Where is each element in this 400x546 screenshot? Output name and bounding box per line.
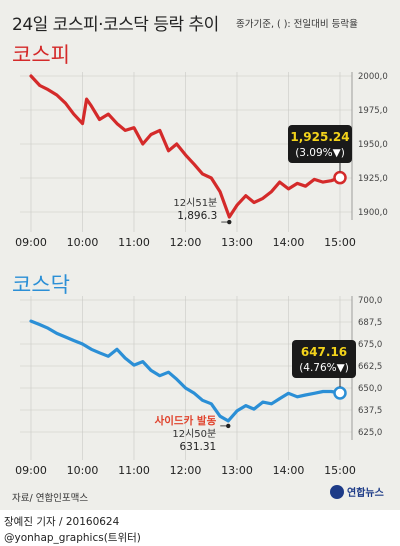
y-tick-label: 1925,0: [358, 174, 388, 184]
last-change-label: (3.09%▼): [295, 147, 345, 159]
last-change-label: (4.76%▼): [299, 362, 349, 374]
low-value-label: 631.31: [179, 441, 216, 453]
low-time-label: 12시50분: [172, 428, 216, 440]
x-tick-label: 12:00: [170, 464, 202, 477]
last-value-label: 647.16: [301, 345, 347, 359]
x-tick-label: 11:00: [118, 464, 150, 477]
low-time-label: 12시51분: [173, 197, 217, 209]
y-tick-label: 662,5: [358, 362, 382, 372]
y-tick-label: 625,0: [358, 428, 382, 438]
chart-title-kosdaq: 코스닥: [12, 273, 70, 297]
y-tick-label: 2000,0: [358, 72, 388, 82]
end-point-marker-kosdaq: [333, 386, 347, 400]
chart-kospi: 코스피 2000,0 1975,0 1950,0 1925,0 1900,0 09:00 10…: [12, 43, 388, 249]
basis-note: 종가기준, ( ): 전일대비 등락율: [236, 19, 358, 30]
y-tick-label: 1950,0: [358, 140, 388, 150]
chart-title-kospi: 코스피: [12, 43, 70, 67]
source-note: 자료/ 연합인포맥스: [12, 493, 89, 504]
x-tick-label: 13:00: [221, 464, 253, 477]
last-value-box-kosdaq: [292, 340, 356, 378]
x-tick-label: 09:00: [15, 236, 47, 249]
series-line-kosdaq: [29, 319, 342, 423]
credit-line: 장예진 기자 / 20160624: [4, 516, 120, 528]
last-value-label: 1,925.24: [290, 130, 349, 144]
x-tick-label: 10:00: [67, 236, 99, 249]
x-tick-label: 12:00: [170, 236, 202, 249]
x-tick-label: 14:00: [273, 464, 305, 477]
yonhap-logo: 연합뉴스: [330, 484, 384, 499]
handle-line: @yonhap_graphics(트위터): [4, 532, 141, 544]
end-point-marker-kospi: [333, 170, 347, 185]
series-line-kospi: [29, 74, 342, 219]
low-value-label: 1,896.3: [177, 210, 217, 222]
sidecar-label: 사이드카 발동: [155, 414, 217, 427]
yonhap-logo-icon: [330, 484, 344, 499]
y-tick-label: 675,0: [358, 340, 382, 350]
x-tick-label: 13:00: [221, 236, 253, 249]
x-tick-label: 15:00: [324, 464, 356, 477]
chart-kosdaq: 코스닥 700,0 687,5 675,0 662,5 650,0 637,5 625,0 09…: [12, 273, 382, 477]
chart-card: 24일 코스피·코스닥 등락 추이 종가기준, ( ): 전일대비 등락율 자료…: [0, 0, 400, 510]
x-tick-label: 15:00: [324, 236, 356, 249]
x-tick-label: 14:00: [273, 236, 305, 249]
x-tick-label: 10:00: [67, 464, 99, 477]
y-tick-label: 650,0: [358, 384, 382, 394]
y-tick-label: 687,5: [358, 318, 382, 328]
page-title: 24일 코스피·코스닥 등락 추이: [12, 15, 219, 35]
last-value-box-kospi: [288, 125, 352, 163]
y-tick-label: 700,0: [358, 296, 382, 306]
y-tick-label: 1900,0: [358, 208, 388, 218]
y-tick-label: 1975,0: [358, 106, 388, 116]
yonhap-logo-text: 연합뉴스: [347, 488, 384, 499]
charts-svg: 코스피 2000,0 1975,0 1950,0 1925,0 1900,0 09:00 10…: [12, 43, 388, 477]
y-tick-label: 637,5: [358, 406, 382, 416]
x-tick-label: 09:00: [15, 464, 47, 477]
x-tick-label: 11:00: [118, 236, 150, 249]
